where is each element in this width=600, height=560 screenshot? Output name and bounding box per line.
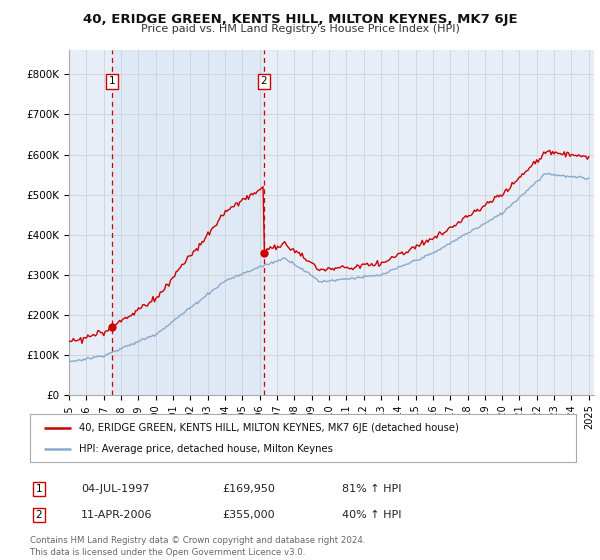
Text: 40% ↑ HPI: 40% ↑ HPI	[342, 510, 401, 520]
Text: 1: 1	[35, 484, 43, 494]
Text: £355,000: £355,000	[222, 510, 275, 520]
Bar	[112, 50, 264, 395]
Text: 1: 1	[109, 76, 116, 86]
Text: Price paid vs. HM Land Registry's House Price Index (HPI): Price paid vs. HM Land Registry's House …	[140, 24, 460, 34]
Text: 11-APR-2006: 11-APR-2006	[81, 510, 152, 520]
Text: HPI: Average price, detached house, Milton Keynes: HPI: Average price, detached house, Milt…	[79, 444, 333, 454]
Text: 40, ERIDGE GREEN, KENTS HILL, MILTON KEYNES, MK7 6JE (detached house): 40, ERIDGE GREEN, KENTS HILL, MILTON KEY…	[79, 423, 459, 433]
Text: £169,950: £169,950	[222, 484, 275, 494]
Text: Contains HM Land Registry data © Crown copyright and database right 2024.
This d: Contains HM Land Registry data © Crown c…	[30, 536, 365, 557]
Text: 2: 2	[35, 510, 43, 520]
Text: 40, ERIDGE GREEN, KENTS HILL, MILTON KEYNES, MK7 6JE: 40, ERIDGE GREEN, KENTS HILL, MILTON KEY…	[83, 13, 517, 26]
Text: 04-JUL-1997: 04-JUL-1997	[81, 484, 149, 494]
Text: 2: 2	[260, 76, 267, 86]
Text: 81% ↑ HPI: 81% ↑ HPI	[342, 484, 401, 494]
FancyBboxPatch shape	[30, 414, 576, 462]
